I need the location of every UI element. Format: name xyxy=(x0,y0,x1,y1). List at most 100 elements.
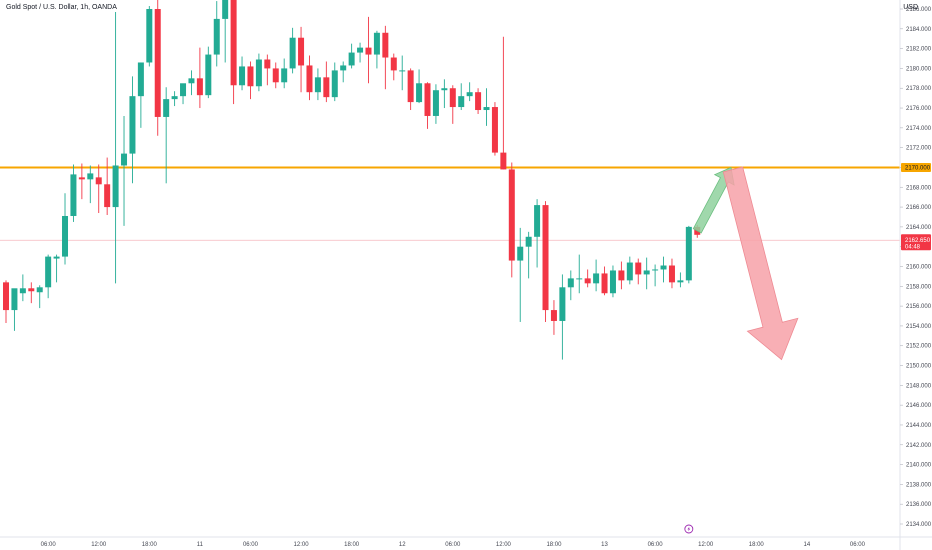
candle xyxy=(239,56,246,91)
candle-body xyxy=(255,59,262,87)
candle xyxy=(365,16,372,84)
current-price-text: 2162.650 xyxy=(905,238,931,244)
candle xyxy=(129,76,136,184)
time-axis[interactable]: 06:00 12:00 18:00 11 06:00 12:00 18:00 12 06:00 1… xyxy=(0,524,932,548)
candle-body xyxy=(609,270,616,294)
candle-body xyxy=(70,174,77,216)
candle-body xyxy=(36,287,43,293)
candle xyxy=(416,69,423,104)
candle xyxy=(373,30,380,69)
candle-body xyxy=(205,54,212,96)
price-tick-label: 2138.000 xyxy=(906,482,932,488)
price-tick-label: 2156.000 xyxy=(906,304,932,310)
time-tick-label: 12:00 xyxy=(496,542,512,548)
candle xyxy=(95,164,102,214)
candle-body xyxy=(576,278,583,280)
time-tick-label: 06:00 xyxy=(243,542,259,548)
candle-body xyxy=(483,107,490,111)
candle xyxy=(534,199,541,268)
candle xyxy=(314,68,321,101)
candle-body xyxy=(382,32,389,58)
lightning-icon[interactable] xyxy=(684,524,694,534)
candle xyxy=(500,36,507,170)
candles xyxy=(3,0,701,360)
time-tick-label: 12 xyxy=(399,542,406,548)
candle xyxy=(542,201,549,322)
time-tick-label: 18:00 xyxy=(749,542,765,548)
candle xyxy=(618,261,625,290)
price-tick-label: 2168.000 xyxy=(906,185,932,191)
candle-body xyxy=(416,83,423,103)
candle xyxy=(491,102,498,156)
candle-body xyxy=(230,0,237,86)
candle xyxy=(525,231,532,279)
candle xyxy=(146,6,153,67)
price-tick-label: 2148.000 xyxy=(906,383,932,389)
time-tick-label: 06:00 xyxy=(648,542,664,548)
currency-label[interactable]: USD xyxy=(903,4,918,11)
candle xyxy=(45,254,52,299)
candle-body xyxy=(635,262,642,275)
candle xyxy=(357,42,364,63)
candle xyxy=(188,70,195,96)
candle xyxy=(407,68,414,111)
candle-body xyxy=(618,270,625,281)
candle-body xyxy=(593,273,600,284)
candle-body xyxy=(449,88,456,108)
time-tick-label: 06:00 xyxy=(850,542,866,548)
candle xyxy=(171,91,178,107)
candle-body xyxy=(289,37,296,69)
candle xyxy=(222,0,229,63)
lightning-icon-bolt xyxy=(687,526,691,532)
candle xyxy=(643,257,650,290)
candle-body xyxy=(365,47,372,55)
candle xyxy=(399,55,406,91)
candle-body xyxy=(87,173,94,180)
candle xyxy=(3,280,9,323)
candle xyxy=(264,54,271,86)
price-tick-label: 2182.000 xyxy=(906,47,932,53)
price-tick-label: 2164.000 xyxy=(906,225,932,231)
price-tick-label: 2134.000 xyxy=(906,522,932,528)
candle-body xyxy=(626,262,633,281)
candle-body xyxy=(11,288,18,311)
candle-body xyxy=(3,282,9,311)
candle-body xyxy=(475,92,482,111)
candle-body xyxy=(298,37,305,66)
candle xyxy=(196,47,203,109)
candle-body xyxy=(146,9,153,63)
price-tick-label: 2154.000 xyxy=(906,324,932,330)
candle-body xyxy=(239,66,246,86)
candle-body xyxy=(281,68,288,83)
price-tick-label: 2146.000 xyxy=(906,403,932,409)
candle-body xyxy=(466,92,473,97)
candle xyxy=(323,61,330,103)
candle-body xyxy=(78,177,85,180)
candle xyxy=(121,115,128,226)
candle-body xyxy=(196,78,203,96)
candle xyxy=(432,84,439,124)
time-tick-label: 06:00 xyxy=(41,542,57,548)
candle-body xyxy=(45,256,52,288)
candle-body xyxy=(407,70,414,103)
candle xyxy=(163,87,170,184)
candle-body xyxy=(685,226,692,281)
price-tick-label: 2172.000 xyxy=(906,146,932,152)
candle xyxy=(382,25,389,90)
candle-body xyxy=(272,68,279,83)
candle xyxy=(78,163,85,200)
candle-body xyxy=(247,66,254,87)
candle-body xyxy=(154,9,161,117)
price-axis[interactable]: 2186.000 2184.000 2182.000 2180.000 2178.000… xyxy=(899,0,932,550)
candle-body xyxy=(601,273,608,294)
candle xyxy=(390,53,397,81)
candle-body xyxy=(643,270,650,275)
candle xyxy=(104,157,111,215)
candle xyxy=(281,58,288,89)
candle xyxy=(626,256,633,285)
candle-body xyxy=(121,153,128,166)
candle-body xyxy=(62,215,69,257)
candle-body xyxy=(424,83,431,116)
